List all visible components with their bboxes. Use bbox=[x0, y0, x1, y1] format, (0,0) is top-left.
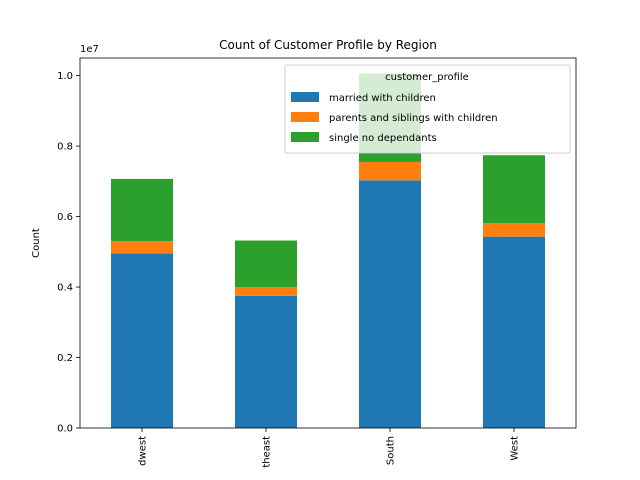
y-tick-label: 0.4 bbox=[57, 283, 73, 294]
bars bbox=[111, 73, 545, 428]
x-tick-label-dwest: dwest bbox=[138, 436, 149, 466]
bar-west-series-1 bbox=[483, 223, 545, 237]
legend-title: customer_profile bbox=[385, 72, 469, 83]
plot-frame bbox=[79, 57, 577, 429]
legend-box bbox=[284, 64, 571, 154]
y-axis: 0.0 0.2 0.4 0.6 0.8 1.0 bbox=[57, 71, 80, 435]
bar-south-series-0 bbox=[359, 180, 421, 428]
bar-west-series-2 bbox=[483, 155, 545, 224]
chart-title: Count of Customer Profile by Region bbox=[219, 38, 437, 52]
bar-theast-series-0 bbox=[235, 295, 297, 428]
x-tick-label-west: West bbox=[510, 436, 521, 461]
x-axis: dwest theast South West bbox=[138, 428, 521, 468]
y-tick-label: 0.8 bbox=[57, 142, 73, 153]
legend-swatch-0 bbox=[291, 92, 319, 102]
y-scale-label: 1e7 bbox=[80, 44, 99, 55]
legend-entry-2: single no dependants bbox=[329, 133, 437, 144]
legend-swatch-2 bbox=[291, 132, 319, 142]
x-tick-label-south: South bbox=[386, 436, 397, 465]
y-tick-label: 0.2 bbox=[57, 353, 73, 364]
legend-swatch-1 bbox=[291, 112, 319, 122]
y-tick-label: 0.0 bbox=[57, 424, 73, 435]
bar-theast-series-1 bbox=[235, 287, 297, 296]
legend-entry-0: married with children bbox=[329, 93, 436, 104]
x-tick-label-theast: theast bbox=[262, 436, 273, 468]
legend-entry-1: parents and siblings with children bbox=[329, 113, 498, 124]
bar-dwest-series-1 bbox=[111, 241, 173, 254]
bar-south-series-1 bbox=[359, 161, 421, 181]
y-tick-label: 0.6 bbox=[57, 212, 73, 223]
bar-dwest-series-2 bbox=[111, 178, 173, 242]
y-axis-label: Count bbox=[31, 228, 42, 258]
legend: customer_profile married with children pa… bbox=[284, 64, 571, 154]
y-tick-label: 1.0 bbox=[57, 71, 73, 82]
bar-west-series-0 bbox=[483, 236, 545, 428]
bar-theast-series-2 bbox=[235, 240, 297, 288]
bar-dwest-series-0 bbox=[111, 253, 173, 428]
